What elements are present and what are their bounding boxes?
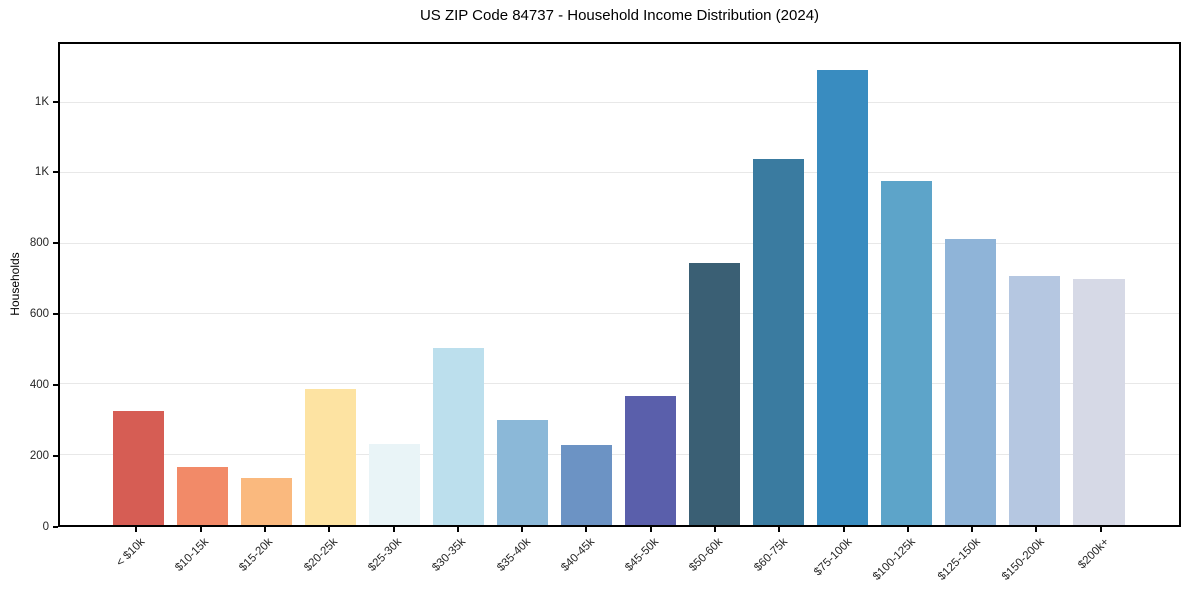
y-tick-label: 1K xyxy=(34,95,49,108)
x-tick-label-text: $15-20k xyxy=(237,536,276,574)
bar-60-75k xyxy=(753,158,805,525)
x-tick-label-text: $30-35k xyxy=(430,536,469,574)
gridline xyxy=(60,172,1179,174)
x-tick-mark xyxy=(842,527,845,532)
y-tick-mark xyxy=(53,171,58,174)
gridline xyxy=(60,242,1179,244)
x-tick-mark xyxy=(135,527,138,532)
bar-25-30k xyxy=(368,443,420,525)
y-tick-label: 0 xyxy=(42,521,49,533)
x-tick-label-text: < $10k xyxy=(113,536,147,570)
x-tick-mark xyxy=(778,527,781,532)
bar-10-15k xyxy=(176,467,228,525)
x-tick-mark xyxy=(585,527,588,532)
x-tick-mark xyxy=(521,527,524,532)
chart-title: US ZIP Code 84737 - Household Income Dis… xyxy=(419,7,820,24)
y-tick-label: 600 xyxy=(29,308,49,321)
x-tick-label-text: $200k+ xyxy=(1075,536,1112,572)
x-tick-mark xyxy=(328,527,331,532)
x-tick-label-text: $100-125k xyxy=(871,536,919,583)
x-tick-mark xyxy=(392,527,395,532)
x-tick-mark xyxy=(199,527,202,532)
x-tick-label-text: $50-60k xyxy=(687,536,726,574)
gridline xyxy=(60,102,1179,104)
bar-75-100k xyxy=(817,70,869,525)
gridline xyxy=(60,453,1179,455)
y-tick-mark xyxy=(53,100,58,103)
x-tick-mark xyxy=(906,527,909,532)
x-tick-label-text: $40-45k xyxy=(559,536,597,574)
bar-125-150k xyxy=(945,238,997,525)
bar-200k xyxy=(1073,278,1125,525)
x-tick-label-text: $20-25k xyxy=(301,536,340,574)
y-tick-mark xyxy=(53,313,58,316)
y-tick-mark xyxy=(53,526,58,528)
gridline xyxy=(60,383,1179,385)
y-tick-mark xyxy=(53,384,58,387)
y-tick-mark xyxy=(53,455,58,458)
x-tick-label-text: $150-200k xyxy=(999,536,1047,583)
x-tick-mark xyxy=(971,527,974,532)
x-tick-label-text: $25-30k xyxy=(366,536,405,574)
x-tick-mark xyxy=(456,527,459,532)
x-tick-label-text: $125-150k xyxy=(935,536,983,583)
x-tick-mark xyxy=(263,527,266,532)
x-tick-mark xyxy=(649,527,652,532)
y-tick-mark xyxy=(53,242,58,245)
bar-20-25k xyxy=(304,388,356,525)
bar-35-40k xyxy=(496,419,549,525)
y-tick-label: 800 xyxy=(29,237,49,250)
bar-30-35k xyxy=(432,348,485,525)
bar-150-200k xyxy=(1009,276,1061,525)
bar-100-125k xyxy=(881,181,933,525)
bar-15-20k xyxy=(240,477,292,525)
y-tick-label: 400 xyxy=(29,379,49,392)
gridline xyxy=(60,313,1179,315)
x-tick-label-text: $60-75k xyxy=(751,536,790,574)
y-tick-label: 200 xyxy=(29,450,49,463)
x-tick-label-text: $10-15k xyxy=(173,536,212,574)
x-tick-label-text: $75-100k xyxy=(811,536,855,579)
bar-45-50k xyxy=(624,395,677,525)
bar-10k xyxy=(112,410,164,525)
x-tick-label-text: $35-40k xyxy=(494,536,533,574)
y-tick-label: 1K xyxy=(34,166,49,179)
plot-area xyxy=(58,42,1181,527)
x-tick-label-text: $45-50k xyxy=(623,536,662,574)
bar-50-60k xyxy=(688,263,741,525)
y-axis-label: Households xyxy=(8,252,22,316)
x-tick-mark xyxy=(1035,527,1038,532)
bar-40-45k xyxy=(560,444,613,525)
x-tick-mark xyxy=(1099,527,1102,532)
x-tick-mark xyxy=(713,527,716,532)
